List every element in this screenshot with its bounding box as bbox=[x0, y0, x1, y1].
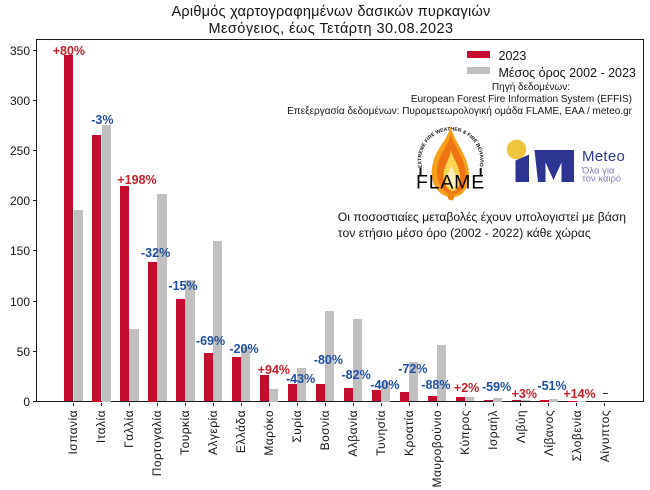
svg-text:FLAME: FLAME bbox=[416, 172, 485, 194]
svg-text:Meteo: Meteo bbox=[582, 148, 625, 165]
svg-text:τον καιρό: τον καιρό bbox=[582, 174, 621, 185]
svg-text:Όλα για: Όλα για bbox=[581, 166, 615, 177]
